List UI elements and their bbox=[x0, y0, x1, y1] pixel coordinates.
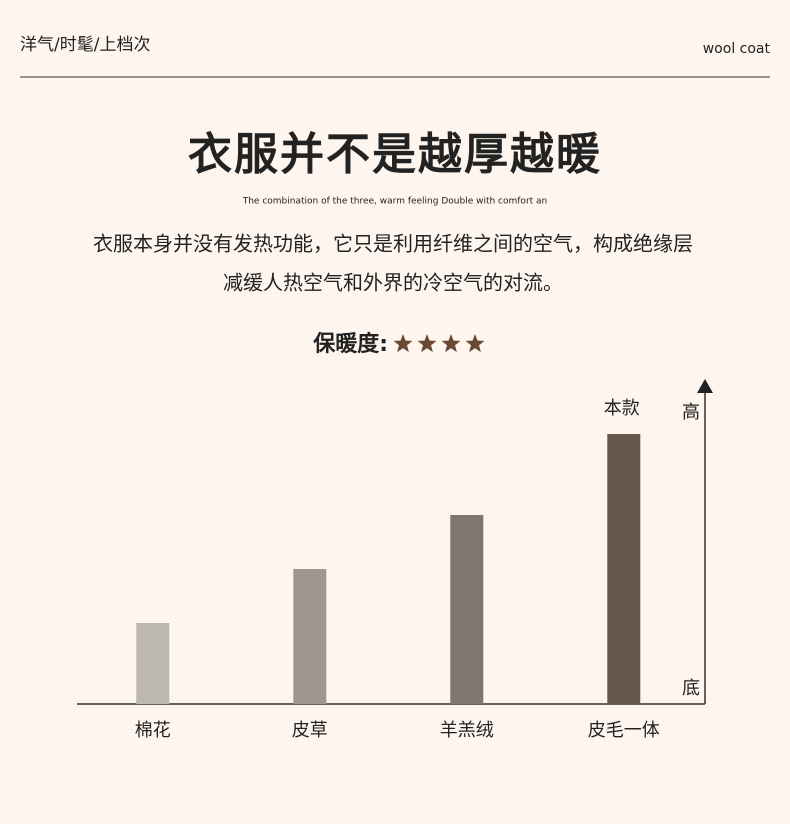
rating-star bbox=[441, 334, 461, 353]
rating-star bbox=[417, 334, 437, 353]
bar bbox=[293, 569, 327, 704]
description-line: 衣服本身并没有发热功能，它只是利用纤维之间的空气，构成绝缘层 bbox=[93, 232, 693, 256]
tagline: 洋气/时髦/上档次 bbox=[20, 34, 150, 55]
x-tick-label: 羊羔绒 bbox=[440, 720, 494, 741]
brand: wool coat bbox=[703, 41, 771, 57]
y-high-label: 高 bbox=[682, 402, 700, 423]
y-low-label: 底 bbox=[682, 678, 700, 699]
title: 衣服并不是越厚越暖 bbox=[188, 129, 602, 180]
bar bbox=[450, 515, 484, 704]
description-line: 减缓人热空气和外界的冷空气的对流。 bbox=[223, 271, 563, 295]
x-tick-label: 皮草 bbox=[292, 720, 328, 741]
x-tick-label: 棉花 bbox=[135, 720, 171, 741]
annotation: 本款 bbox=[604, 398, 640, 419]
bar bbox=[607, 434, 641, 704]
x-tick-label: 皮毛一体 bbox=[588, 720, 660, 741]
rating-star bbox=[393, 334, 413, 353]
subtitle: The combination of the three, warm feeli… bbox=[242, 197, 548, 207]
rating-label: 保暖度: bbox=[312, 331, 388, 357]
rating-star bbox=[465, 334, 485, 353]
axis-arrow bbox=[697, 379, 713, 393]
bar bbox=[136, 623, 170, 704]
